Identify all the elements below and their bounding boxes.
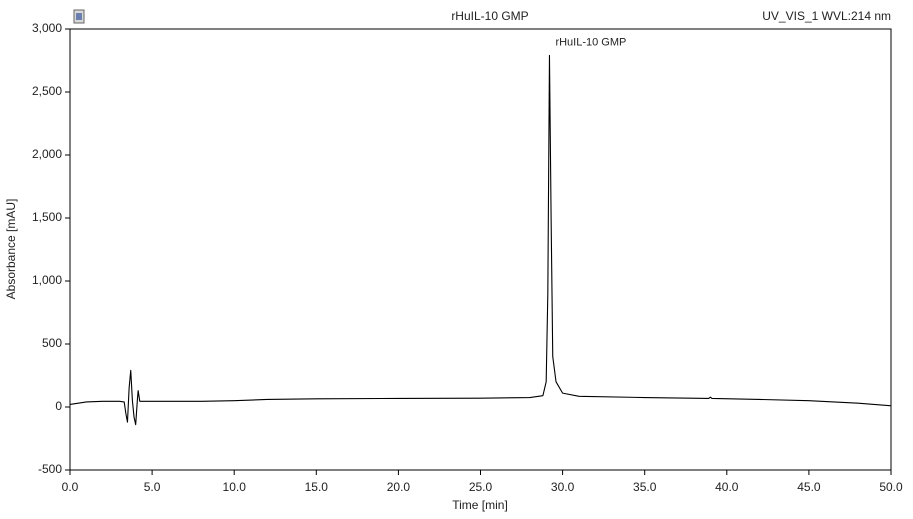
app-icon[interactable] bbox=[73, 9, 85, 24]
x-axis-label: Time [min] bbox=[452, 498, 508, 512]
y-tick-label: 2,500 bbox=[32, 84, 62, 98]
chromatogram-line bbox=[69, 54, 892, 426]
x-tick-label: 0.0 bbox=[62, 480, 79, 494]
y-axis-label: Absorbance [mAU] bbox=[4, 199, 18, 300]
chart-subtitle: UV_VIS_1 WVL:214 nm bbox=[762, 9, 891, 23]
y-tick-label: 0 bbox=[55, 399, 62, 413]
x-tick-label: 40.0 bbox=[715, 480, 739, 494]
x-tick-label: 30.0 bbox=[551, 480, 575, 494]
y-tick-label: 500 bbox=[42, 336, 62, 350]
x-tick-label: 45.0 bbox=[797, 480, 821, 494]
x-tick-label: 50.0 bbox=[879, 480, 903, 494]
x-tick-label: 25.0 bbox=[469, 480, 493, 494]
y-tick-label: 2,000 bbox=[32, 147, 62, 161]
x-tick-label: 10.0 bbox=[223, 480, 247, 494]
chart-title: rHuIL-10 GMP bbox=[451, 9, 528, 23]
plot-frame bbox=[69, 28, 892, 471]
peak-label: rHuIL-10 GMP bbox=[555, 36, 626, 48]
y-tick-label: 1,000 bbox=[32, 273, 62, 287]
x-tick-label: 15.0 bbox=[305, 480, 329, 494]
y-tick-label: -500 bbox=[38, 462, 62, 476]
x-tick-label: 20.0 bbox=[387, 480, 411, 494]
y-tick-label: 1,500 bbox=[32, 210, 62, 224]
y-tick-label: 3,000 bbox=[32, 21, 62, 35]
x-tick-label: 35.0 bbox=[633, 480, 657, 494]
x-tick-label: 5.0 bbox=[144, 480, 161, 494]
